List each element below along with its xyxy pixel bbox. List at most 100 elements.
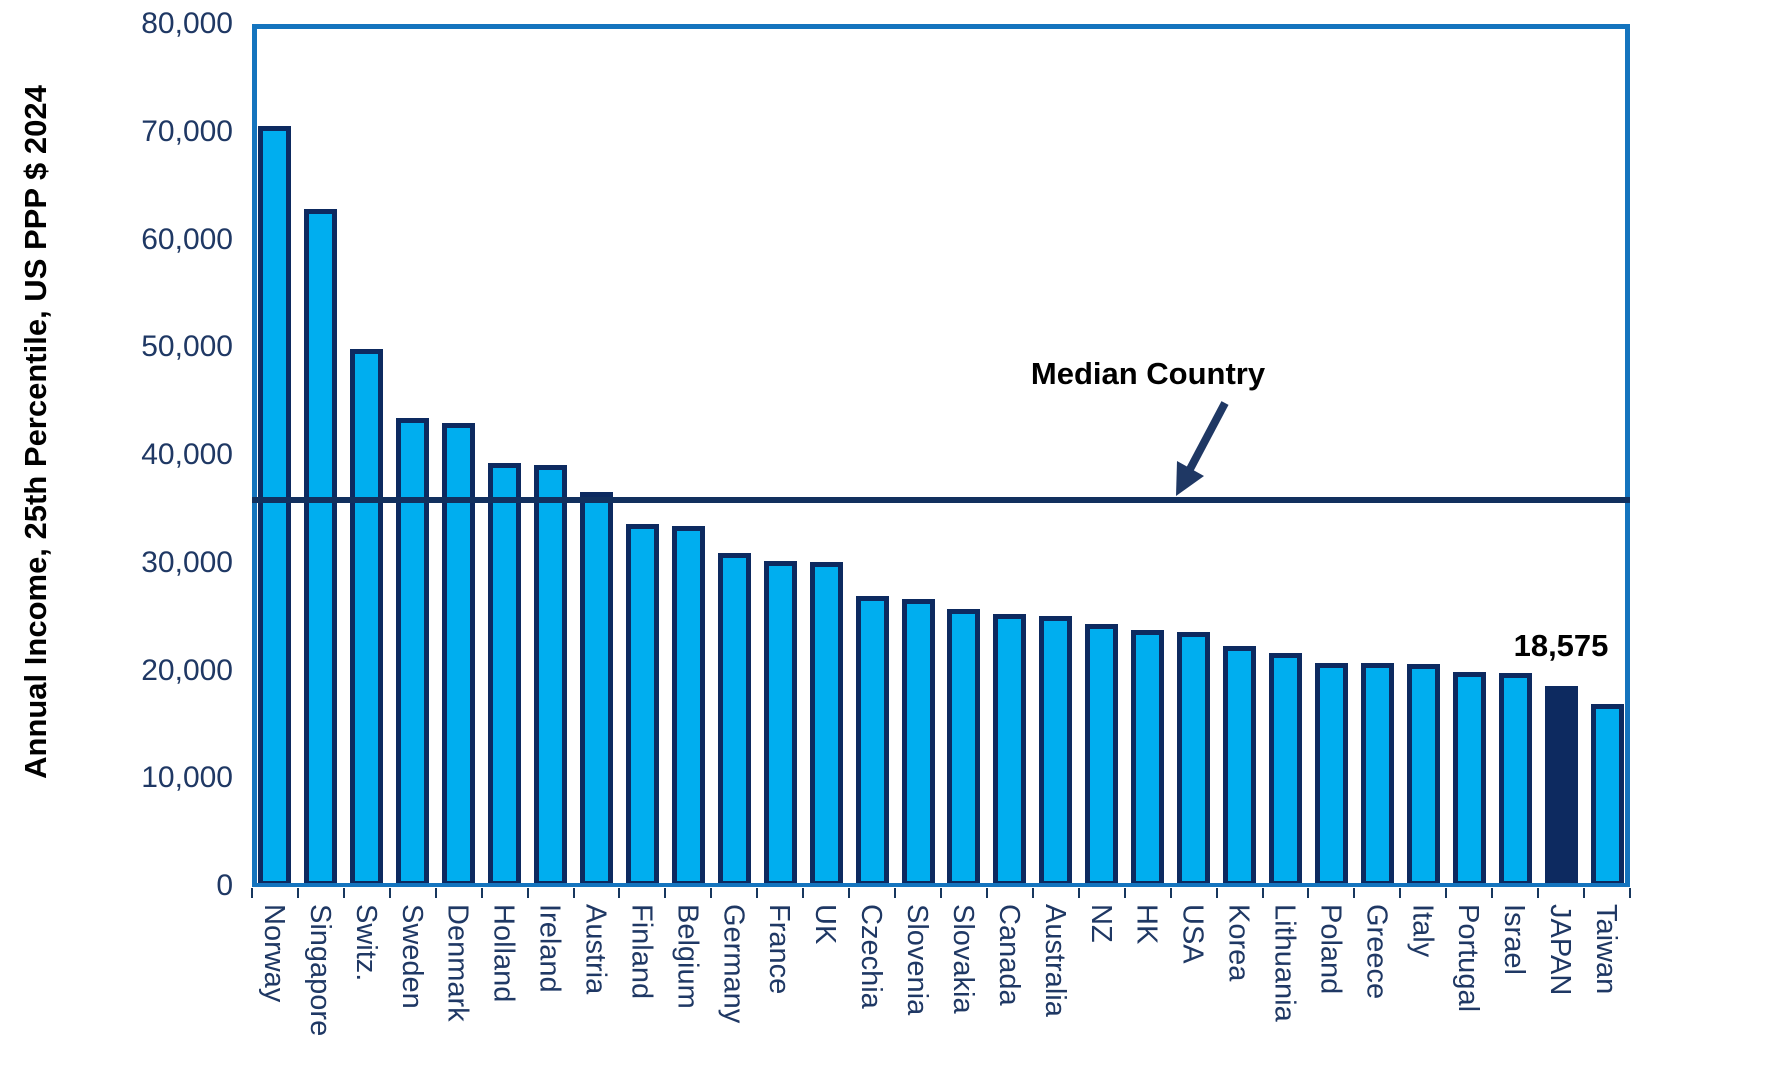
x-category-label: Korea [1222,904,1255,982]
x-axis-tick [526,888,529,898]
bar-czechia [855,596,889,886]
y-axis-title: Annual Income, 25th Percentile, US PPP $… [18,85,53,779]
bar-singapore [304,209,338,886]
bar-germany [717,553,751,886]
x-category-label: Holland [487,904,520,1003]
x-category-label: France [763,904,796,995]
bar-korea [1223,645,1257,886]
bar-nz [1085,624,1119,886]
bar-australia [1039,615,1073,886]
y-tick-label: 70,000 [141,114,233,148]
x-axis-tick [1169,888,1172,898]
x-axis-tick [251,888,253,898]
x-axis-tick [1629,888,1631,898]
x-axis-tick [940,888,942,898]
x-category-label: HK [1130,904,1163,945]
y-tick-label: 40,000 [141,438,233,471]
x-axis-tick [1583,888,1586,898]
y-tick-label: 10,000 [141,761,233,795]
y-tick-label: 60,000 [141,222,233,256]
bar-greece [1360,662,1394,886]
x-axis-tick [664,888,667,898]
x-axis-tick [848,888,851,898]
bar-israel [1498,672,1532,886]
bar-lithuania [1269,653,1302,886]
x-axis-tick [1491,888,1494,898]
x-category-label: Portugal [1452,904,1485,1013]
bar-denmark [442,422,476,886]
bar-japan [1544,685,1578,886]
y-tick-label: 30,000 [141,545,233,579]
bar-uk [809,561,843,886]
x-category-label: Norway [257,904,290,1003]
x-axis-line [252,883,1630,887]
bar-taiwan [1590,703,1624,886]
bar-france [763,560,797,886]
x-category-label: Denmark [441,904,474,1022]
x-category-label: JAPAN [1544,904,1577,996]
x-category-label: Finland [625,904,658,1000]
bar-hk [1131,629,1165,886]
x-category-label: Lithuania [1268,904,1301,1022]
bar-usa [1177,631,1211,886]
bar-holland [488,462,522,886]
x-category-label: Israel [1498,904,1531,975]
plot-area [252,24,1630,886]
bar-belgium [671,526,705,886]
x-category-label: Belgium [671,904,704,1009]
bar-sweden [396,418,430,886]
x-category-label: Ireland [533,904,566,993]
x-axis-tick [1537,888,1540,898]
x-axis-tick [894,888,897,898]
median-line [252,497,1630,504]
x-category-label: Germany [717,904,750,1024]
x-axis-tick [572,888,575,898]
x-category-label: Australia [1038,904,1071,1017]
x-axis-tick [756,888,759,898]
median-country-annotation: Median Country [1030,356,1266,391]
x-category-label: Taiwan [1590,904,1623,995]
japan-value-label: 18,575 [1513,628,1609,663]
bar-austria [580,491,613,886]
bar-switz [350,349,384,886]
x-axis-tick [1307,888,1310,898]
x-axis-tick [1077,888,1080,898]
bar-slovenia [901,599,935,886]
x-category-label: USA [1176,904,1209,964]
x-category-label: Sweden [395,904,428,1009]
x-axis-tick [1031,888,1034,898]
bar-ireland [534,464,568,886]
x-axis-tick [1445,888,1448,898]
bar-portugal [1452,671,1486,886]
x-category-label: NZ [1084,904,1117,943]
x-axis-tick [1399,888,1402,898]
x-category-label: Slovenia [901,904,934,1016]
x-category-label: Poland [1314,904,1347,995]
x-category-label: Austria [579,904,612,995]
x-axis-tick [480,888,483,898]
x-category-label: Slovakia [946,904,979,1014]
x-category-label: Italy [1406,904,1439,958]
x-axis-tick [342,888,345,898]
x-axis-tick [1215,888,1218,898]
x-axis-tick [985,888,988,898]
x-axis-tick [388,888,391,898]
x-axis-tick [296,888,299,898]
x-axis-tick [1123,888,1126,898]
x-category-label: Czechia [855,904,888,1009]
y-tick-label: 0 [216,869,233,902]
x-axis-tick [710,888,713,898]
y-tick-label: 50,000 [141,330,233,364]
bar-poland [1314,662,1348,886]
bar-norway [258,126,292,886]
x-axis-tick [618,888,621,898]
x-category-label: Singapore [303,904,336,1037]
x-axis-tick [802,888,805,898]
x-axis-tick [434,888,437,898]
bar-canada [993,614,1027,886]
bar-slovakia [947,609,981,886]
x-axis-tick [1261,888,1264,898]
x-category-label: Greece [1360,904,1393,1000]
bar-finland [625,523,659,886]
